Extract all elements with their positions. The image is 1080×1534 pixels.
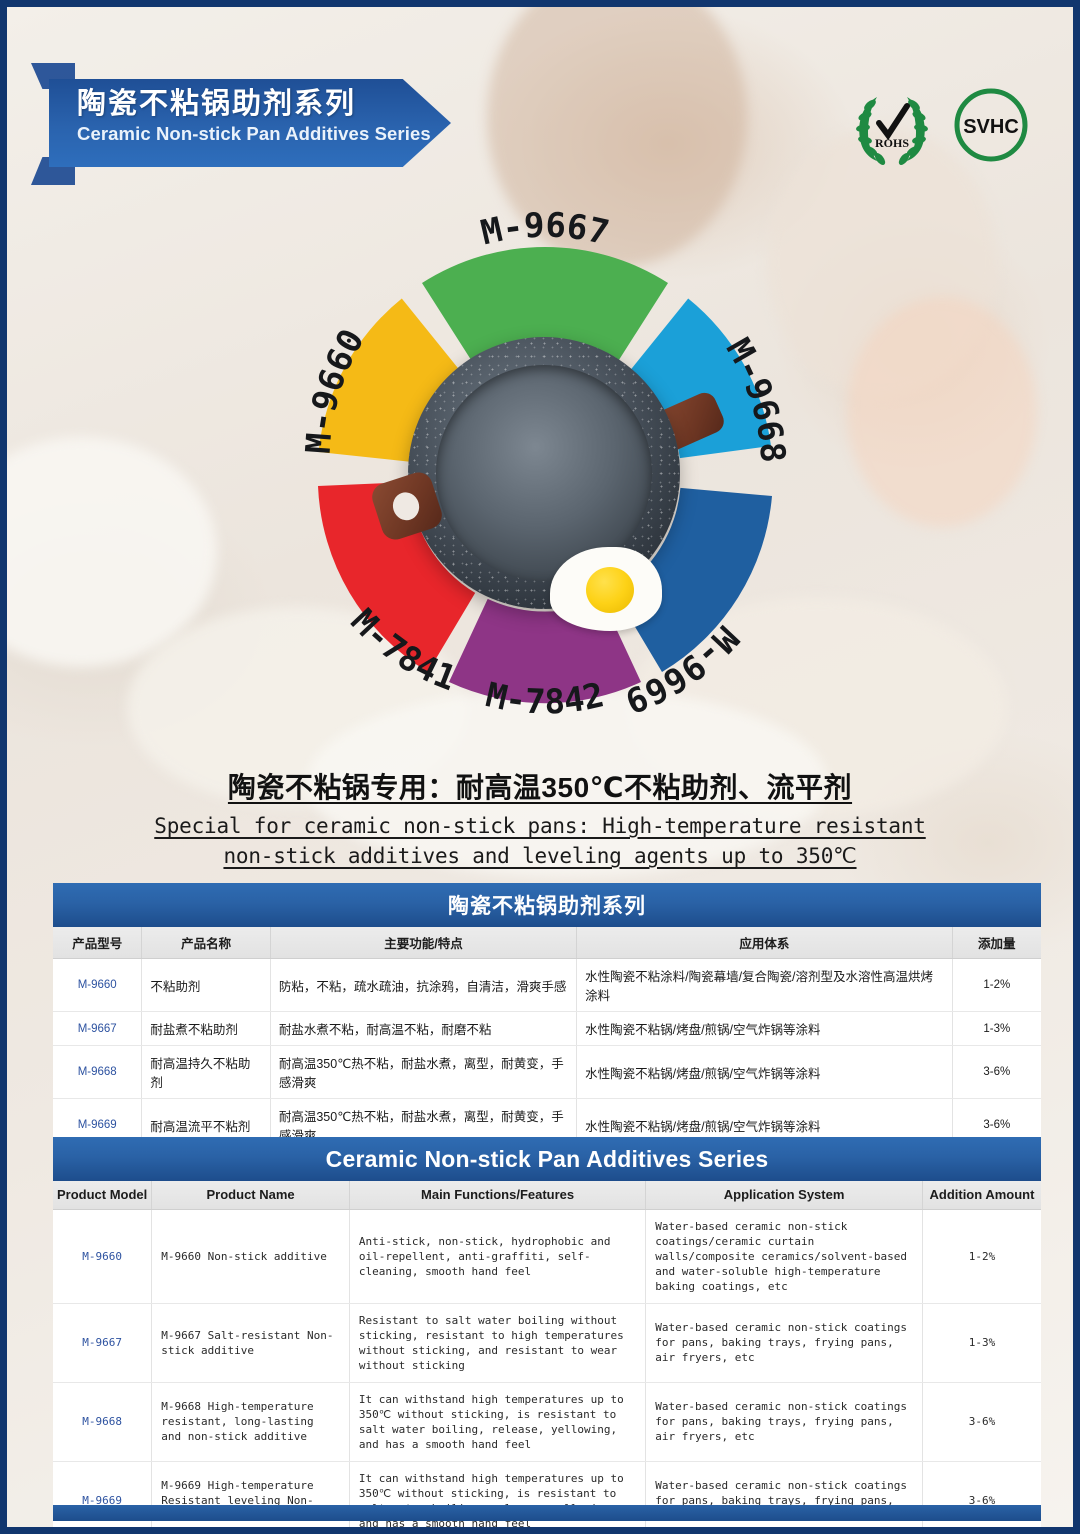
cell-application: Water-based ceramic non-stick coatings f… <box>645 1382 923 1462</box>
english-table-header-row: Product Model Product Name Main Function… <box>53 1181 1041 1210</box>
cell-amount: 3-6% <box>952 1045 1041 1099</box>
cell-name: M-9667 Salt-resistant Non-stick additive <box>151 1303 350 1383</box>
table-row: M-9668 M-9668 High-temperature resistant… <box>53 1382 1041 1462</box>
cell-model: M-9668 <box>53 1045 143 1099</box>
tagline-cn: 陶瓷不粘锅专用：耐高温350℃不粘助剂、流平剂 <box>227 772 853 803</box>
cell-features: 防粘，不粘，疏水疏油，抗涂鸦，自清洁，滑爽手感 <box>270 958 578 1012</box>
col-header-application: 应用体系 <box>576 927 953 959</box>
svhc-label: SVHC <box>963 116 1019 138</box>
cell-application: Water-based ceramic non-stick coatings f… <box>645 1461 923 1527</box>
tagline-en-line2: non-stick additives and leveling agents … <box>223 844 857 868</box>
header-ribbon: 陶瓷不粘锅助剂系列 Ceramic Non-stick Pan Additive… <box>31 63 451 185</box>
english-table-title: Ceramic Non-stick Pan Additives Series <box>53 1137 1041 1181</box>
rohs-label: ROHS <box>875 136 909 150</box>
col-header-amount: 添加量 <box>952 927 1041 959</box>
donut-segment-m-9667[interactable] <box>422 246 668 361</box>
col-header-features: 主要功能/特点 <box>270 927 578 959</box>
cell-name: M-9669 High-temperature Resistant leveli… <box>151 1461 350 1527</box>
cell-features: Resistant to salt water boiling without … <box>349 1303 647 1383</box>
table-row: M-9667 耐盐煮不粘助剂 耐盐水煮不粘，耐高温不粘，耐磨不粘 水性陶瓷不粘锅… <box>53 1011 1041 1046</box>
cell-features: 耐盐水煮不粘，耐高温不粘，耐磨不粘 <box>270 1011 578 1046</box>
table-row: M-9668 耐高温持久不粘助剂 耐高温350℃热不粘，耐盐水煮，离型，耐黄变，… <box>53 1045 1041 1099</box>
tagline-en-line1: Special for ceramic non-stick pans: High… <box>154 814 926 838</box>
table-row: M-9660 M-9660 Non-stick additive Anti-st… <box>53 1209 1041 1304</box>
col-header-amount: Addition Amount <box>922 1181 1041 1210</box>
table-row: M-9669 M-9669 High-temperature Resistant… <box>53 1461 1041 1527</box>
cell-name: 不粘助剂 <box>141 958 271 1012</box>
photo-shape <box>307 687 827 877</box>
cell-name: M-9660 Non-stick additive <box>151 1209 350 1304</box>
cell-name: M-9668 High-temperature resistant, long-… <box>151 1382 350 1462</box>
cell-application: 水性陶瓷不粘涂料/陶瓷幕墙/复合陶瓷/溶剂型及水溶性高温烘烤涂料 <box>576 958 953 1012</box>
chinese-table-header-row: 产品型号 产品名称 主要功能/特点 应用体系 添加量 <box>53 927 1041 959</box>
page-title-en: Ceramic Non-stick Pan Additives Series <box>77 123 431 144</box>
rohs-icon: ROHS <box>847 85 937 165</box>
product-donut-chart: M-9667 M-9668 M-9669 M-7842 M-7841 M-966… <box>255 189 835 759</box>
cell-application: Water-based ceramic non-stick coatings/c… <box>645 1209 923 1304</box>
cell-features: It can withstand high temperatures up to… <box>349 1382 647 1462</box>
donut-segment-m-9668[interactable] <box>630 298 771 459</box>
bottom-accent-bar <box>53 1505 1041 1521</box>
cell-features: 耐高温350℃热不粘，耐盐水煮，离型，耐黄变，手感滑爽 <box>270 1045 578 1099</box>
english-product-table: Ceramic Non-stick Pan Additives Series P… <box>53 1137 1041 1527</box>
cell-features: It can withstand high temperatures up to… <box>349 1461 647 1527</box>
cell-model: M-9660 <box>53 1209 153 1304</box>
table-row: M-9667 M-9667 Salt-resistant Non-stick a… <box>53 1303 1041 1383</box>
cell-model: M-9669 <box>53 1461 153 1527</box>
fried-egg-yolk <box>586 567 634 613</box>
cell-amount: 1-3% <box>922 1303 1041 1383</box>
cell-application: 水性陶瓷不粘锅/烤盘/煎锅/空气炸锅等涂料 <box>576 1011 953 1046</box>
english-table: Product Model Product Name Main Function… <box>53 1181 1041 1527</box>
tagline-block: 陶瓷不粘锅专用：耐高温350℃不粘助剂、流平剂 Special for cera… <box>7 769 1073 871</box>
cell-model: M-9668 <box>53 1382 153 1462</box>
ribbon-body: 陶瓷不粘锅助剂系列 Ceramic Non-stick Pan Additive… <box>49 79 451 167</box>
donut-svg: M-9667 M-9668 M-9669 M-7842 M-7841 M-966… <box>299 205 793 722</box>
cell-features: Anti-stick, non-stick, hydrophobic and o… <box>349 1209 647 1304</box>
col-header-name: 产品名称 <box>141 927 271 959</box>
chinese-table-title: 陶瓷不粘锅助剂系列 <box>53 883 1041 927</box>
tagline-en: Special for ceramic non-stick pans: High… <box>140 811 940 871</box>
cell-application: Water-based ceramic non-stick coatings f… <box>645 1303 923 1383</box>
cell-amount: 1-2% <box>952 958 1041 1012</box>
cell-amount: 3-6% <box>922 1461 1041 1527</box>
page-title-cn: 陶瓷不粘锅助剂系列 <box>77 88 357 120</box>
col-header-features: Main Functions/Features <box>349 1181 647 1210</box>
cell-model: M-9667 <box>53 1011 143 1046</box>
col-header-name: Product Name <box>151 1181 350 1210</box>
cell-amount: 1-3% <box>952 1011 1041 1046</box>
cell-amount: 3-6% <box>922 1382 1041 1462</box>
col-header-model: 产品型号 <box>53 927 143 959</box>
cell-name: 耐盐煮不粘助剂 <box>141 1011 271 1046</box>
photo-shape <box>7 437 217 667</box>
photo-shape <box>487 7 747 267</box>
pan-interior <box>436 365 652 581</box>
donut-label-m-9667: M-9667 <box>477 205 612 253</box>
frying-pan-image <box>368 309 728 639</box>
table-row: M-9660 不粘助剂 防粘，不粘，疏水疏油，抗涂鸦，自清洁，滑爽手感 水性陶瓷… <box>53 958 1041 1012</box>
cell-model: M-9660 <box>53 958 143 1012</box>
cell-name: 耐高温持久不粘助剂 <box>141 1045 271 1099</box>
donut-segment-m-9669[interactable] <box>614 487 772 672</box>
col-header-model: Product Model <box>53 1181 153 1210</box>
donut-segment-m-9660[interactable] <box>318 298 460 462</box>
svhc-icon: SVHC <box>951 85 1031 165</box>
certification-badges: ROHS SVHC <box>847 85 1031 165</box>
cell-model: M-9667 <box>53 1303 153 1383</box>
photo-shape <box>847 297 1037 527</box>
cell-amount: 1-2% <box>922 1209 1041 1304</box>
donut-segment-m-7841[interactable] <box>318 482 476 672</box>
cell-application: 水性陶瓷不粘锅/烤盘/煎锅/空气炸锅等涂料 <box>576 1045 953 1099</box>
col-header-application: Application System <box>645 1181 923 1210</box>
